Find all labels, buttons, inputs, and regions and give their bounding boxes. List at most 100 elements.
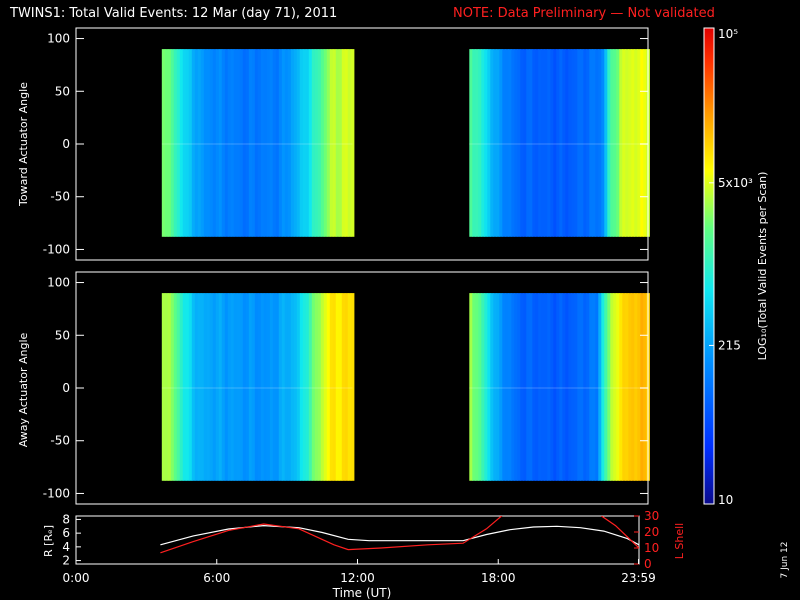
radius-line [160, 524, 639, 546]
heatmap-column [559, 49, 563, 237]
heatmap-column [164, 49, 169, 237]
heatmap-column [490, 49, 494, 237]
lshell-tick-label: 20 [644, 525, 659, 539]
heatmap-column [176, 293, 181, 481]
heatmap-column [478, 293, 482, 481]
heatmap-column [472, 49, 476, 237]
heatmap-column [574, 49, 578, 237]
time-tick-label: 23:59 [621, 571, 656, 585]
heatmap-column [323, 293, 328, 481]
zero-angle-band [161, 387, 353, 389]
y-tick-label: 0 [62, 381, 70, 395]
y-tick-label: -100 [43, 242, 70, 256]
heatmap-column [350, 293, 355, 481]
heatmap-column [493, 293, 497, 481]
heatmap-column [194, 49, 199, 237]
heatmap-column [167, 293, 172, 481]
chart-title: TWINS1: Total Valid Events: 12 Mar (day … [10, 6, 338, 21]
heatmap-column [257, 49, 262, 237]
heatmap-column [275, 293, 280, 481]
heatmap-column [269, 293, 274, 481]
heatmap-column [526, 293, 530, 481]
heatmap-column [601, 49, 605, 237]
heatmap-column [215, 49, 220, 237]
heatmap-column [293, 49, 298, 237]
heatmap-column [559, 293, 563, 481]
toward-angle-panel: 100 50 0 -50 -100 Toward Actuator Angle [17, 27, 650, 261]
heatmap-column [299, 293, 304, 481]
heatmap-column [200, 293, 205, 481]
heatmap-column [320, 293, 325, 481]
heatmap-column [236, 49, 241, 237]
heatmap-column [329, 49, 334, 237]
zero-angle-band [469, 143, 648, 145]
heatmap-column [278, 293, 283, 481]
heatmap-column [272, 293, 277, 481]
heatmap-column [490, 293, 494, 481]
lshell-tick-label: 10 [644, 541, 659, 555]
lshell-ticks: 30 20 10 0 [634, 509, 659, 571]
heatmap-column [335, 49, 340, 237]
heatmap-column [637, 293, 641, 481]
toward-angle-heatmap [161, 49, 650, 237]
heatmap-column [173, 49, 178, 237]
heatmap-column [583, 293, 587, 481]
time-tick-label: 0:00 [63, 571, 90, 585]
heatmap-column [535, 49, 539, 237]
heatmap-column [170, 293, 175, 481]
colorbar-label: LOG₁₀(Total Valid Events per Scan) [756, 172, 769, 361]
heatmap-column [625, 293, 629, 481]
heatmap-column [185, 293, 190, 481]
heatmap-column [523, 293, 527, 481]
heatmap-column [176, 49, 181, 237]
radius-tick-label: 8 [62, 512, 70, 526]
heatmap-column [613, 49, 617, 237]
colorbar: 10⁵ 5x10³ 215 10 LOG₁₀(Total Valid Events p… [703, 27, 769, 507]
heatmap-column [565, 49, 569, 237]
heatmap-column [550, 49, 554, 237]
heatmap-column [230, 49, 235, 237]
heatmap-column [637, 49, 641, 237]
y-tick-label: -50 [50, 190, 70, 204]
heatmap-column [233, 293, 238, 481]
heatmap-column [227, 49, 232, 237]
heatmap-column [290, 49, 295, 237]
away-y-ticks: 100 50 0 -50 -100 [43, 276, 648, 500]
y-tick-label: 0 [62, 137, 70, 151]
heatmap-column [311, 293, 316, 481]
heatmap-column [535, 293, 539, 481]
zero-angle-band [469, 387, 648, 389]
heatmap-column [631, 293, 635, 481]
heatmap-column [287, 49, 292, 237]
heatmap-column [341, 49, 346, 237]
heatmap-column [209, 293, 214, 481]
heatmap-column [475, 49, 479, 237]
heatmap-column [275, 49, 280, 237]
heatmap-column [541, 49, 545, 237]
heatmap-column [248, 293, 253, 481]
heatmap-column [508, 293, 512, 481]
heatmap-column [481, 293, 485, 481]
heatmap-column [254, 49, 259, 237]
heatmap-column [161, 293, 166, 481]
heatmap-column [538, 49, 542, 237]
heatmap-column [565, 293, 569, 481]
heatmap-column [469, 49, 473, 237]
heatmap-column [529, 293, 533, 481]
heatmap-column [571, 49, 575, 237]
y-tick-label: 100 [47, 276, 70, 290]
zero-angle-band [161, 143, 353, 145]
heatmap-column [502, 49, 506, 237]
heatmap-column [520, 49, 524, 237]
heatmap-column [284, 49, 289, 237]
heatmap-column [305, 293, 310, 481]
colorbar-tick-label: 5x10³ [718, 176, 753, 190]
heatmap-column [233, 49, 238, 237]
heatmap-column [212, 293, 217, 481]
heatmap-column [622, 293, 626, 481]
heatmap-column [326, 293, 331, 481]
heatmap-column [514, 293, 518, 481]
y-tick-label: 50 [55, 328, 70, 342]
heatmap-column [305, 49, 310, 237]
heatmap-column [263, 293, 268, 481]
